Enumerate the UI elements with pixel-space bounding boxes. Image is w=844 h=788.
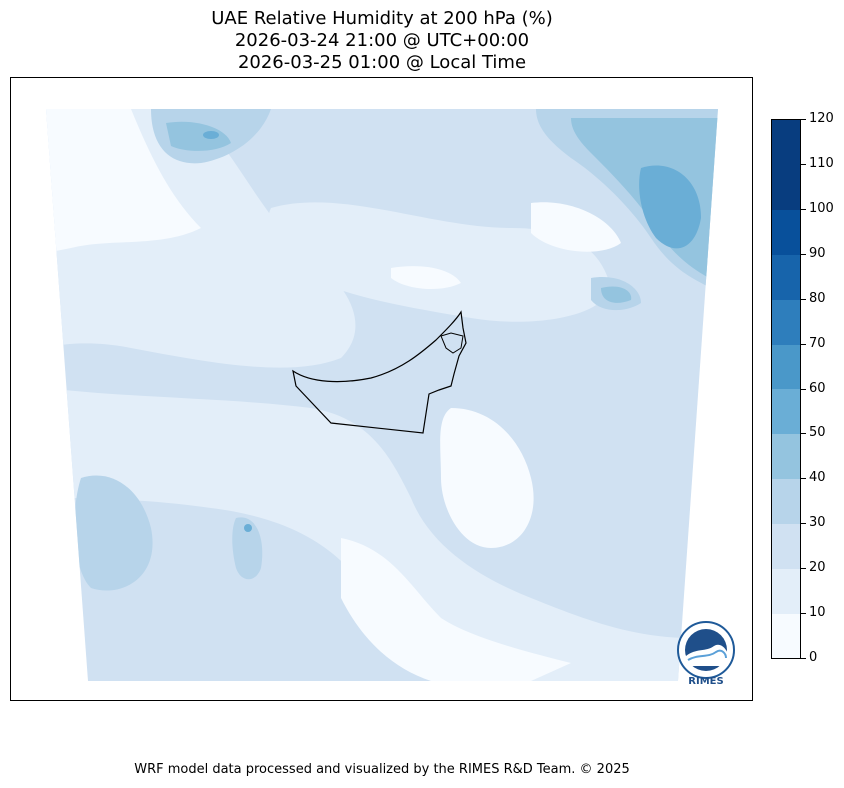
colorbar-tick-label: 10 <box>809 605 826 621</box>
contour-50-60 <box>244 524 252 532</box>
colorbar-tick-label: 70 <box>809 335 826 351</box>
colorbar-segment <box>772 120 800 166</box>
colorbar-tick <box>801 208 806 210</box>
colorbar-tick <box>801 388 806 390</box>
contour-50-60 <box>639 165 701 249</box>
contour-0-10 <box>341 538 571 681</box>
colorbar-segment <box>772 568 800 614</box>
colorbar-segment <box>772 299 800 345</box>
contour-10-20 <box>268 202 611 322</box>
colorbar-segment <box>772 344 800 390</box>
contour-40-50 <box>166 121 231 151</box>
colorbar-tick <box>801 613 806 615</box>
map-title: UAE Relative Humidity at 200 hPa (%) <box>211 8 553 29</box>
utc-time: 2026-03-24 21:00 @ UTC+00:00 <box>234 30 530 51</box>
colorbar-segment <box>772 523 800 569</box>
colorbar-segment <box>772 478 800 524</box>
colorbar-tick <box>801 253 806 255</box>
colorbar-tick-label: 20 <box>809 560 826 576</box>
local-time: 2026-03-25 01:00 @ Local Time <box>237 52 527 73</box>
colorbar-tick <box>801 568 806 570</box>
credit-footer: WRF model data processed and visualized … <box>134 762 630 777</box>
colorbar-tick-label: 90 <box>809 245 826 261</box>
colorbar-segment <box>772 433 800 480</box>
humidity-field <box>46 109 718 681</box>
contour-30-40 <box>232 517 263 580</box>
colorbar-tick-label: 80 <box>809 290 826 306</box>
colorbar-segment <box>772 254 800 300</box>
colorbar-tick-label: 60 <box>809 380 826 396</box>
contour-30-40 <box>74 475 153 591</box>
colorbar-segment <box>772 613 800 659</box>
contour-0-10 <box>440 408 534 548</box>
map-panel <box>10 77 753 701</box>
colorbar-tick-label: 40 <box>809 470 826 486</box>
contour-10-20 <box>46 388 691 681</box>
oman-exclave-boundary <box>440 332 464 354</box>
colorbar-tick-label: 50 <box>809 425 826 441</box>
colorbar-segment <box>772 389 800 435</box>
logo-text: RIMES <box>688 676 724 687</box>
colorbar-tick <box>801 298 806 300</box>
colorbar-tick <box>801 119 806 120</box>
colorbar-tick <box>801 658 806 659</box>
colorbar-tick <box>801 433 806 435</box>
colorbar-tick <box>801 523 806 525</box>
rimes-logo: RIMES <box>676 620 736 688</box>
contour-0-10 <box>531 202 621 252</box>
colorbar-tick <box>801 478 806 480</box>
colorbar-segment <box>772 164 800 211</box>
contour-40-50 <box>601 286 632 303</box>
colorbar-tick-label: 120 <box>809 111 834 126</box>
colorbar-tick <box>801 343 806 345</box>
contour-0-10 <box>391 266 461 290</box>
colorbar-segment <box>772 209 800 255</box>
colorbar-tick-label: 0 <box>809 650 818 665</box>
colorbar-tick-label: 30 <box>809 515 826 531</box>
colorbar-tick-label: 110 <box>809 155 834 171</box>
colorbar-tick <box>801 163 806 165</box>
contour-50-60 <box>203 131 219 139</box>
contour-0-10 <box>46 109 201 253</box>
colorbar-tick-label: 100 <box>809 200 834 216</box>
colorbar <box>771 119 801 659</box>
uae-boundary <box>292 310 467 434</box>
